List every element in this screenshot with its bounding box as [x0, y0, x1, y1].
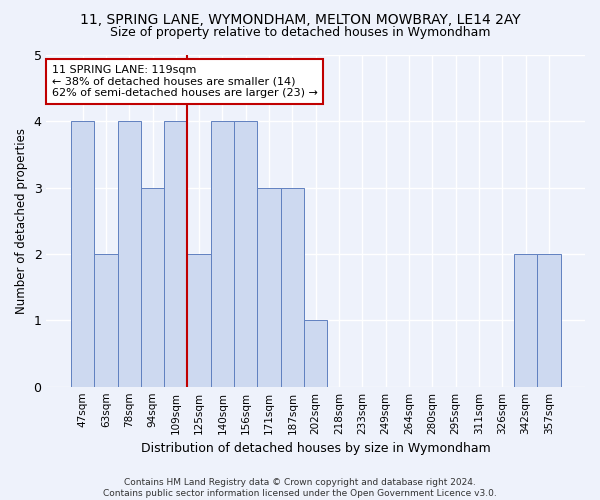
Text: 11, SPRING LANE, WYMONDHAM, MELTON MOWBRAY, LE14 2AY: 11, SPRING LANE, WYMONDHAM, MELTON MOWBR… [80, 12, 520, 26]
Bar [94, 254, 118, 386]
Text: 11 SPRING LANE: 119sqm
← 38% of detached houses are smaller (14)
62% of semi-det: 11 SPRING LANE: 119sqm ← 38% of detached… [52, 65, 317, 98]
Bar [187, 254, 211, 386]
Bar [234, 122, 257, 386]
X-axis label: Distribution of detached houses by size in Wymondham: Distribution of detached houses by size … [141, 442, 491, 455]
Text: Size of property relative to detached houses in Wymondham: Size of property relative to detached ho… [110, 26, 490, 39]
Bar [211, 122, 234, 386]
Bar [118, 122, 141, 386]
Bar [164, 122, 187, 386]
Y-axis label: Number of detached properties: Number of detached properties [15, 128, 28, 314]
Bar [71, 122, 94, 386]
Bar [257, 188, 281, 386]
Bar [281, 188, 304, 386]
Text: Contains HM Land Registry data © Crown copyright and database right 2024.
Contai: Contains HM Land Registry data © Crown c… [103, 478, 497, 498]
Bar [304, 320, 328, 386]
Bar [537, 254, 560, 386]
Bar [514, 254, 537, 386]
Bar [141, 188, 164, 386]
